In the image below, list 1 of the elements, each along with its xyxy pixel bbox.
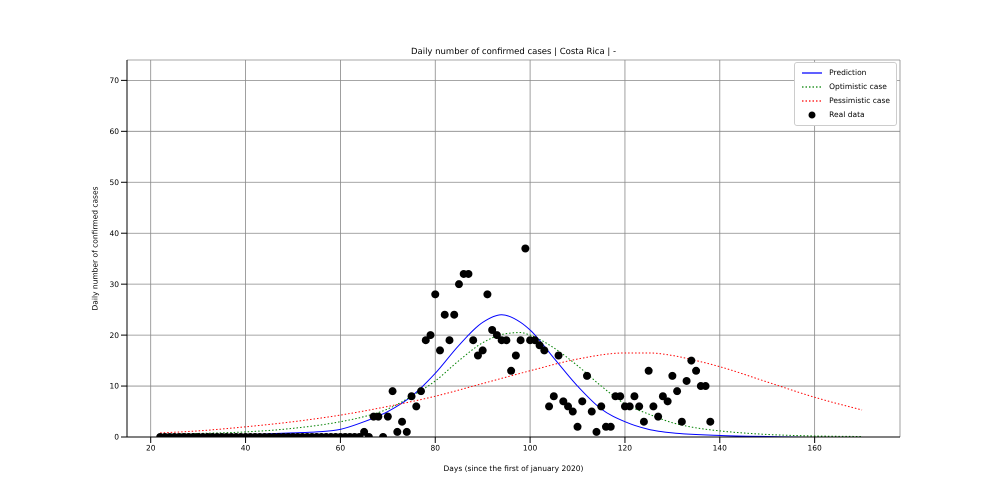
chart-title: Daily number of confirmed cases | Costa Rica | - [410,47,618,57]
